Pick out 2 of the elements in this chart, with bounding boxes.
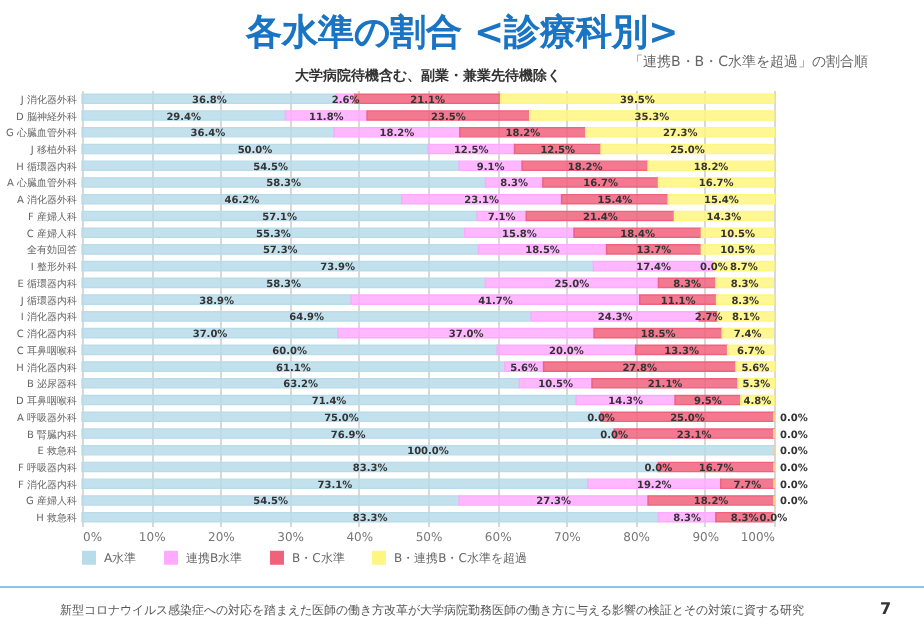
chart-title: 各水準の割合 <診療科別> [243,10,681,54]
text: 7 [880,600,892,618]
